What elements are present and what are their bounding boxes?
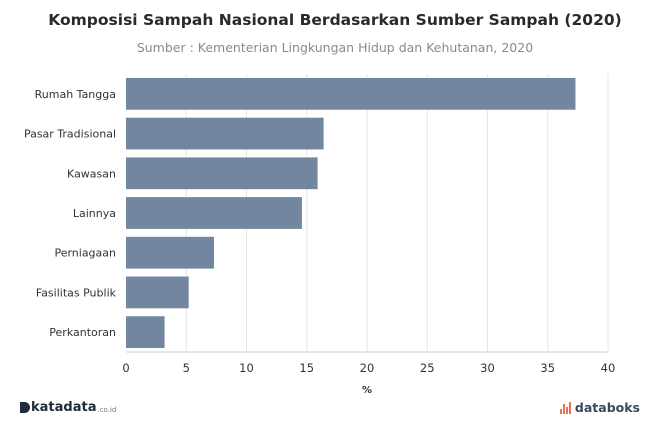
katadata-d-icon <box>20 402 30 413</box>
category-label-2: Kawasan <box>67 167 116 180</box>
bar-2 <box>126 157 318 190</box>
katadata-suffix: .co.id <box>97 405 117 414</box>
bar-1 <box>126 117 324 150</box>
category-label-5: Fasilitas Publik <box>36 286 117 299</box>
databoks-bars-icon <box>559 401 572 414</box>
chart-title: Komposisi Sampah Nasional Berdasarkan Su… <box>48 11 622 29</box>
x-tick-label-2: 10 <box>239 361 254 375</box>
katadata-brand: katadata <box>31 400 97 415</box>
x-tick-label-8: 40 <box>601 361 616 375</box>
databoks-brand: databoks <box>574 400 640 415</box>
x-tick-label-1: 5 <box>183 361 190 375</box>
x-tick-label-4: 20 <box>360 361 375 375</box>
category-label-1: Pasar Tradisional <box>24 128 116 141</box>
category-label-4: Perniagaan <box>54 247 116 260</box>
x-axis-title: % <box>362 385 372 396</box>
x-tick-label-3: 15 <box>299 361 314 375</box>
katadata-logo: katadata .co.id <box>20 400 116 415</box>
bar-3 <box>126 197 302 229</box>
bar-6 <box>126 316 165 349</box>
category-label-3: Lainnya <box>73 207 116 220</box>
bar-0 <box>126 77 576 110</box>
bar-5 <box>126 276 189 309</box>
x-tick-label-0: 0 <box>122 361 129 375</box>
category-label-6: Perkantoran <box>49 326 116 339</box>
x-tick-label-6: 30 <box>480 361 495 375</box>
databoks-logo: databoks <box>559 400 640 415</box>
x-tick-label-5: 25 <box>420 361 435 375</box>
category-label-0: Rumah Tangga <box>35 88 116 101</box>
x-tick-label-7: 35 <box>540 361 555 375</box>
bar-4 <box>126 236 214 269</box>
chart-subtitle: Sumber : Kementerian Lingkungan Hidup da… <box>136 40 534 55</box>
